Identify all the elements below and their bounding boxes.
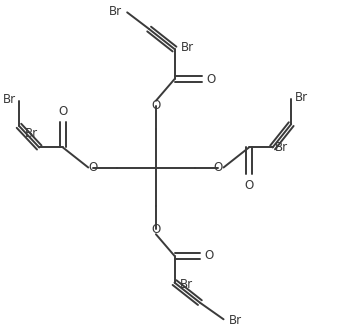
Text: O: O	[244, 179, 254, 192]
Text: Br: Br	[229, 314, 242, 327]
Text: O: O	[214, 161, 223, 174]
Text: Br: Br	[294, 91, 308, 104]
Text: O: O	[89, 161, 98, 174]
Text: Br: Br	[275, 141, 288, 154]
Text: O: O	[151, 223, 161, 236]
Text: O: O	[58, 105, 67, 118]
Text: O: O	[204, 249, 213, 262]
Text: O: O	[151, 99, 161, 112]
Text: Br: Br	[25, 127, 38, 140]
Text: O: O	[206, 73, 215, 86]
Text: Br: Br	[109, 5, 122, 18]
Text: Br: Br	[2, 92, 16, 106]
Text: Br: Br	[181, 41, 194, 54]
Text: Br: Br	[180, 278, 193, 291]
